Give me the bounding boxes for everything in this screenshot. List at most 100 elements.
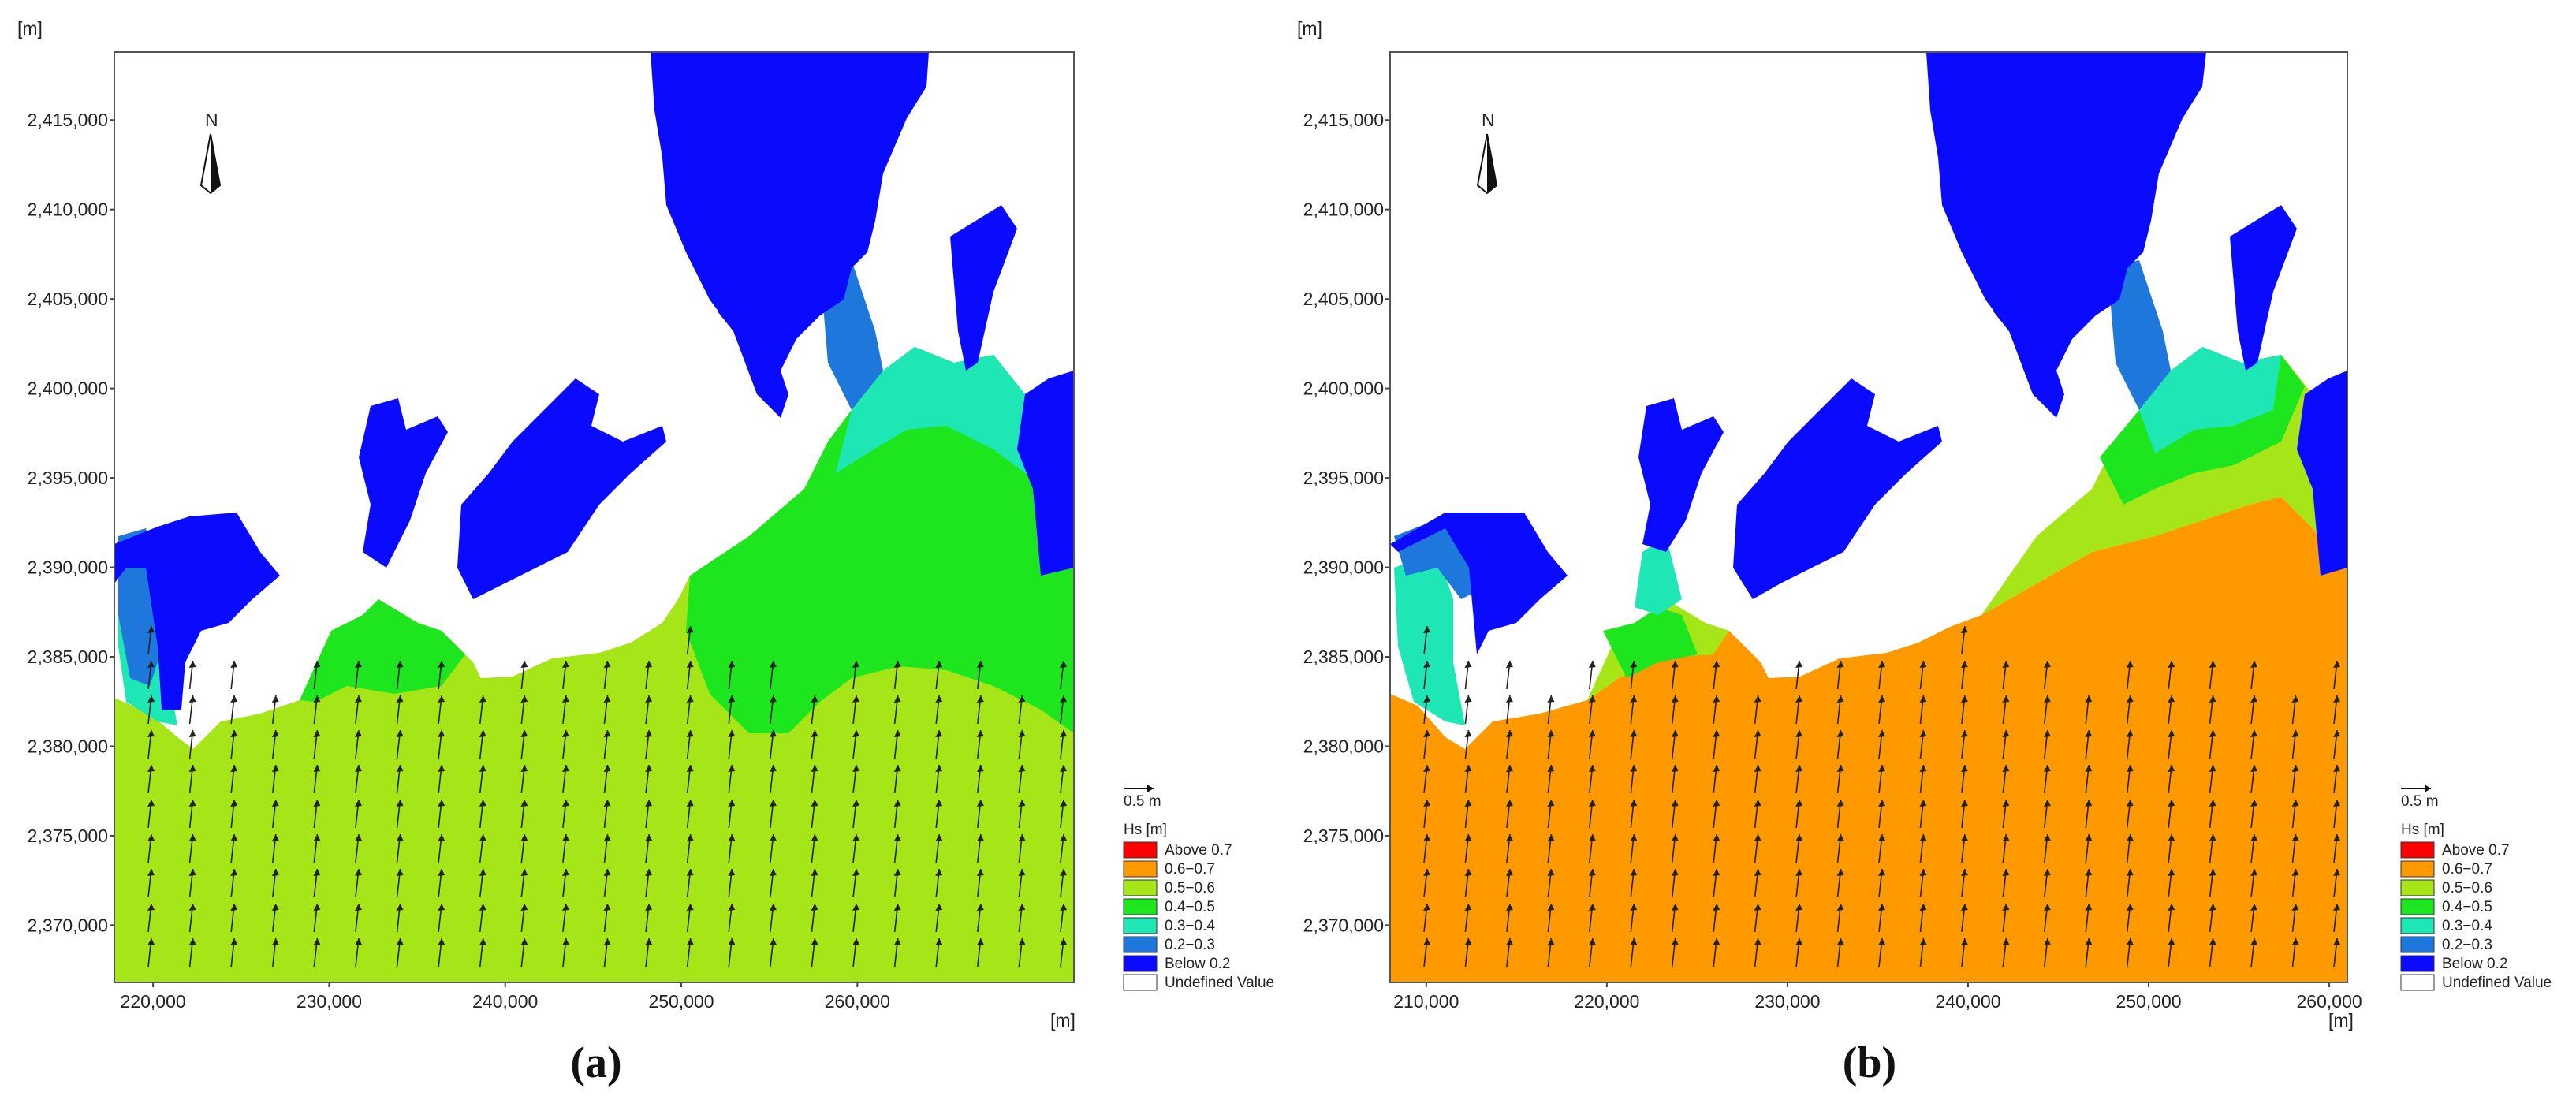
x-tick-label: 250,000 <box>648 991 714 1012</box>
wave-arrow-head <box>1836 904 1844 911</box>
wave-arrow-head <box>2002 695 2010 703</box>
wave-arrow-head <box>1505 695 1513 703</box>
wave-arrow-head <box>2168 938 2175 945</box>
y-unit-label: [m] <box>1297 18 1322 39</box>
wave-arrow-head <box>2250 834 2258 841</box>
y-tick-labels: 2,370,000 2,375,000 2,380,000 2,385,000 2,39… <box>1303 110 1390 935</box>
wave-arrow-head <box>1060 869 1067 876</box>
wave-arrow-head <box>686 730 694 737</box>
y-tick-label: 2,385,000 <box>28 647 108 667</box>
wave-arrow-head <box>313 730 321 737</box>
wave-arrow-head <box>2085 800 2093 807</box>
wave-arrow-head <box>1960 765 1968 772</box>
wave-arrow-head <box>811 938 818 945</box>
wave-arrow-head <box>396 869 404 876</box>
wave-arrow-head <box>354 695 362 703</box>
wave-arrow-head <box>603 765 611 772</box>
wave-arrow-head <box>1060 695 1067 703</box>
wave-arrow-head <box>1836 661 1844 668</box>
wave-arrow-head <box>1505 938 1513 945</box>
wave-arrow-head <box>1505 904 1513 911</box>
legend-label: 0.4−0.5 <box>2442 899 2492 915</box>
wave-arrow-head <box>811 869 818 876</box>
wave-arrow-head <box>230 661 238 668</box>
wave-arrow-head <box>2209 661 2216 668</box>
wave-arrow-head <box>520 730 528 737</box>
zone-below-0.2 <box>2230 205 2297 371</box>
wave-arrow-head <box>1630 765 1638 772</box>
wave-arrow-head <box>2085 695 2093 703</box>
y-tick-label: 2,400,000 <box>28 378 108 399</box>
wave-arrow-head <box>1671 765 1679 772</box>
wave-arrow-head <box>561 904 569 911</box>
legend-label: Above 0.7 <box>2442 842 2510 859</box>
wave-arrow-head <box>1464 869 1472 876</box>
wave-arrow-head <box>2209 765 2216 772</box>
wave-arrow-head <box>1795 730 1803 737</box>
legend-label: 0.6−0.7 <box>2442 861 2492 878</box>
wave-arrow-head <box>645 938 653 945</box>
wave-arrow-head <box>769 661 777 668</box>
wave-arrow-head <box>1795 834 1803 841</box>
wave-arrow-head <box>1423 765 1430 772</box>
legend-swatch <box>2400 955 2435 972</box>
x-tick-label: 210,000 <box>1393 991 1459 1012</box>
wave-arrow-head <box>769 904 777 911</box>
wave-arrow-head <box>2333 800 2340 807</box>
wave-arrow-head <box>2250 800 2258 807</box>
wave-arrow-head <box>852 834 860 841</box>
wave-arrow-head <box>313 904 321 911</box>
wave-arrow-head <box>230 904 238 911</box>
wave-arrow-head <box>935 938 943 945</box>
legend-swatch <box>1123 936 1158 953</box>
wave-arrow-head <box>396 904 404 911</box>
wave-arrow-head <box>520 938 528 945</box>
wave-arrow-head <box>2333 938 2340 945</box>
wave-arrow-head <box>603 834 611 841</box>
wave-arrow-head <box>1671 869 1679 876</box>
wave-arrow-head <box>438 869 445 876</box>
wave-arrow-head <box>1713 661 1720 668</box>
wave-arrow-head <box>1505 730 1513 737</box>
wave-arrow-head <box>603 695 611 703</box>
wave-arrow-head <box>1754 800 1761 807</box>
wave-arrow-head <box>1423 869 1430 876</box>
wave-arrow-head <box>230 938 238 945</box>
wave-arrow-head <box>1547 695 1555 703</box>
wave-arrow-head <box>1878 730 1885 737</box>
wave-arrow-head <box>1505 834 1513 841</box>
wave-arrow-head <box>1836 765 1844 772</box>
wave-arrow-head <box>976 938 984 945</box>
wave-arrow-head <box>354 869 362 876</box>
wave-arrow-head <box>1960 834 1968 841</box>
wave-arrow-head <box>1547 765 1555 772</box>
wave-arrow-head <box>2085 869 2093 876</box>
wave-arrow-head <box>479 765 486 772</box>
wave-arrow-head <box>271 730 279 737</box>
wave-arrow-head <box>1960 904 1968 911</box>
legend-label: 0.5−0.6 <box>2442 880 2492 896</box>
wave-arrow-head <box>2126 730 2134 737</box>
wave-arrow-head <box>2085 904 2093 911</box>
y-tick-label: 2,390,000 <box>28 557 108 578</box>
wave-arrow-head <box>1018 695 1026 703</box>
wave-arrow-head <box>1919 695 1927 703</box>
wave-arrow-head <box>1795 695 1803 703</box>
wave-arrow-head <box>1836 834 1844 841</box>
wave-arrow-head <box>1836 938 1844 945</box>
wave-arrow-head <box>935 869 943 876</box>
wave-arrow-head <box>1671 800 1679 807</box>
wave-arrow-head <box>2333 765 2340 772</box>
wave-arrow-head <box>1919 800 1927 807</box>
wave-arrow-head <box>1060 730 1067 737</box>
wave-arrow-head <box>1630 661 1638 668</box>
wave-arrow-head <box>1423 661 1430 668</box>
wave-arrow-head <box>645 869 653 876</box>
x-tick-label: 220,000 <box>1574 991 1639 1012</box>
wave-arrow-head <box>561 661 569 668</box>
wave-arrow-head <box>2250 661 2258 668</box>
wave-arrow-head <box>2209 695 2216 703</box>
wave-arrow-head <box>811 904 818 911</box>
y-tick-label: 2,415,000 <box>28 110 108 130</box>
wave-arrow-head <box>852 661 860 668</box>
